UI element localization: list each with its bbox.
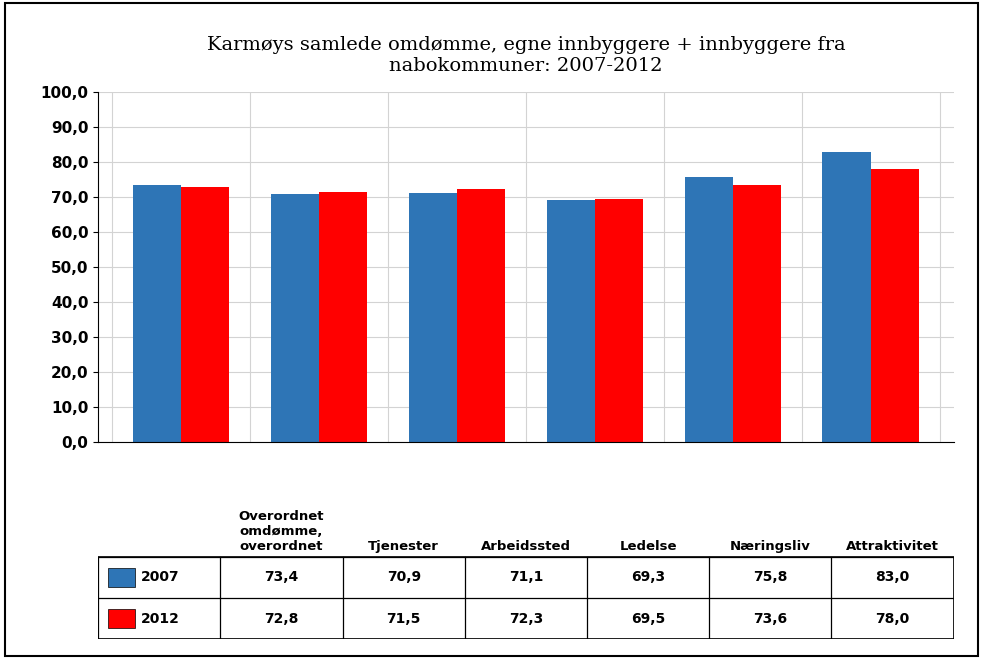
Text: 75,8: 75,8 [753,570,787,585]
Text: 69,5: 69,5 [631,612,665,625]
Text: 73,4: 73,4 [264,570,299,585]
Text: Arbeidssted: Arbeidssted [481,540,571,553]
Bar [108,568,135,587]
Bar [684,177,732,442]
Text: 78,0: 78,0 [875,612,909,625]
Bar [823,152,871,442]
Text: 72,3: 72,3 [509,612,543,625]
Bar [595,199,643,442]
Bar [457,189,505,442]
Text: Overordnet
omdømme,
overordnet: Overordnet omdømme, overordnet [239,509,324,553]
Text: 69,3: 69,3 [631,570,665,585]
Text: 72,8: 72,8 [264,612,299,625]
Text: 2007: 2007 [142,570,180,585]
Text: Ledelse: Ledelse [619,540,677,553]
Text: Karmøys samlede omdømme, egne innbyggere + innbyggere fra
nabokommuner: 2007-201: Karmøys samlede omdømme, egne innbyggere… [206,36,845,75]
Bar [98,557,954,639]
Text: 2012: 2012 [142,612,180,625]
Text: Tjenester: Tjenester [369,540,439,553]
Bar [270,194,319,442]
Bar [133,185,181,442]
Text: 83,0: 83,0 [875,570,909,585]
Text: 73,6: 73,6 [753,612,787,625]
Text: 71,5: 71,5 [386,612,421,625]
Bar [732,185,781,442]
Bar [181,187,229,442]
Text: Attraktivitet: Attraktivitet [846,540,939,553]
Text: Næringsliv: Næringsliv [729,540,811,553]
Bar [547,200,595,442]
Text: 70,9: 70,9 [386,570,421,585]
Bar [871,169,919,442]
Text: 71,1: 71,1 [509,570,543,585]
Bar [319,192,368,442]
Bar [409,194,457,442]
Bar [108,610,135,628]
